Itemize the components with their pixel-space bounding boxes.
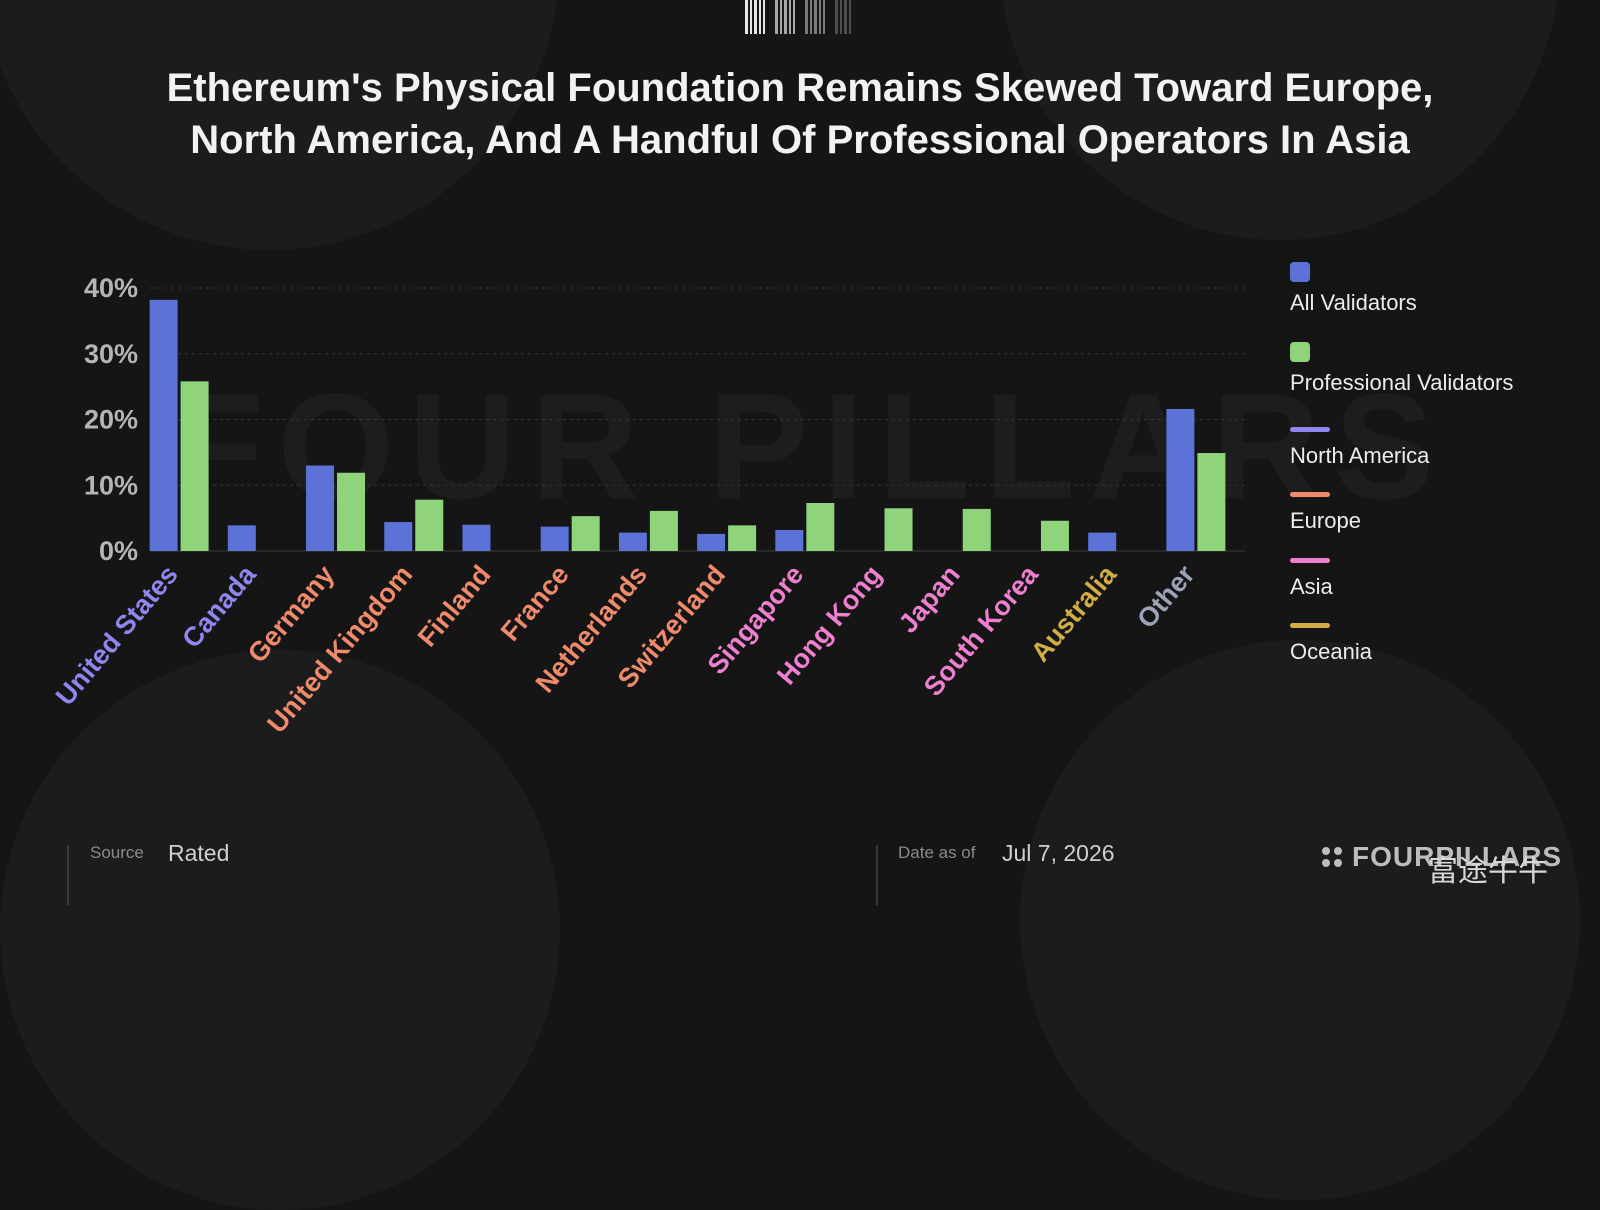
overlay-watermark: 富途牛牛 (1428, 855, 1548, 888)
bar-all-validators (697, 533, 726, 551)
chart-title-line-1: Ethereum's Physical Foundation Remains S… (166, 66, 1434, 110)
legend-label: Oceania (1290, 639, 1372, 664)
bar-professional-validators (728, 525, 757, 551)
y-tick-label: 20% (84, 405, 138, 435)
bar-professional-validators (1040, 520, 1069, 551)
bar-all-validators (306, 465, 335, 551)
bar-all-validators (1088, 532, 1117, 551)
legend-item: Professional Validators (1290, 342, 1513, 395)
legend-item: All Validators (1290, 262, 1417, 315)
legend-label: All Validators (1290, 290, 1417, 315)
x-tick-label: Australia (1025, 559, 1123, 668)
x-tick-label: United States (50, 560, 184, 711)
bar-professional-validators (884, 508, 913, 551)
bar-all-validators (1166, 408, 1195, 551)
barcode-logo (745, 0, 851, 34)
bar-all-validators (227, 525, 256, 551)
x-tick-label: Other (1131, 559, 1201, 634)
y-tick-label: 0% (99, 536, 138, 566)
legend-swatch (1290, 623, 1330, 628)
bar-professional-validators (806, 503, 835, 551)
x-tick-label: Japan (893, 560, 966, 639)
y-tick-label: 10% (84, 470, 138, 500)
chart-title: Ethereum's Physical Foundation Remains S… (100, 62, 1500, 166)
legend-swatch (1290, 558, 1330, 563)
bar-professional-validators (962, 508, 991, 551)
brand-name: FOURPILLARS (1352, 841, 1563, 872)
bar-all-validators (384, 522, 413, 551)
date-label: Date as of (898, 843, 976, 862)
legend-label: North America (1290, 443, 1430, 468)
y-tick-label: 30% (84, 339, 138, 369)
bar-professional-validators (649, 510, 678, 551)
bar-all-validators (618, 532, 647, 551)
bar-all-validators (540, 526, 569, 551)
chart-title-line-2: North America, And A Handful Of Professi… (190, 118, 1410, 162)
y-tick-label: 40% (84, 273, 138, 303)
bar-professional-validators (571, 516, 600, 551)
bar-professional-validators (337, 472, 366, 551)
legend-swatch (1290, 262, 1310, 282)
bar-all-validators (775, 529, 804, 551)
legend-label: Professional Validators (1290, 370, 1514, 395)
bar-professional-validators (1197, 453, 1226, 551)
legend-label: Asia (1290, 574, 1333, 599)
bar-professional-validators (180, 381, 209, 551)
bar-professional-validators (415, 499, 444, 551)
legend-item: Asia (1290, 558, 1333, 599)
source-value: Rated (168, 840, 230, 866)
legend-swatch (1290, 342, 1310, 362)
source-label: Source (90, 843, 144, 862)
footer-divider (876, 845, 878, 905)
bar-chart: 0%10%20%30%40%United StatesCanadaGermany… (50, 273, 1245, 739)
legend-item: Oceania (1290, 623, 1372, 664)
legend-label: Europe (1290, 508, 1361, 533)
date-value: Jul 7, 2026 (1002, 840, 1115, 866)
bar-all-validators (462, 524, 491, 551)
brand-dots-icon (1322, 847, 1342, 867)
bar-all-validators (149, 299, 178, 551)
legend-swatch (1290, 492, 1330, 497)
footer-divider (67, 845, 69, 905)
x-tick-label: United Kingdom (261, 560, 418, 739)
legend-item: North America (1290, 427, 1429, 468)
brand-logo: FOURPILLARS (1322, 840, 1562, 874)
x-tick-label: Finland (412, 560, 497, 653)
legend-item: Europe (1290, 492, 1361, 533)
legend-swatch (1290, 427, 1330, 432)
x-tick-label: France (495, 560, 575, 647)
